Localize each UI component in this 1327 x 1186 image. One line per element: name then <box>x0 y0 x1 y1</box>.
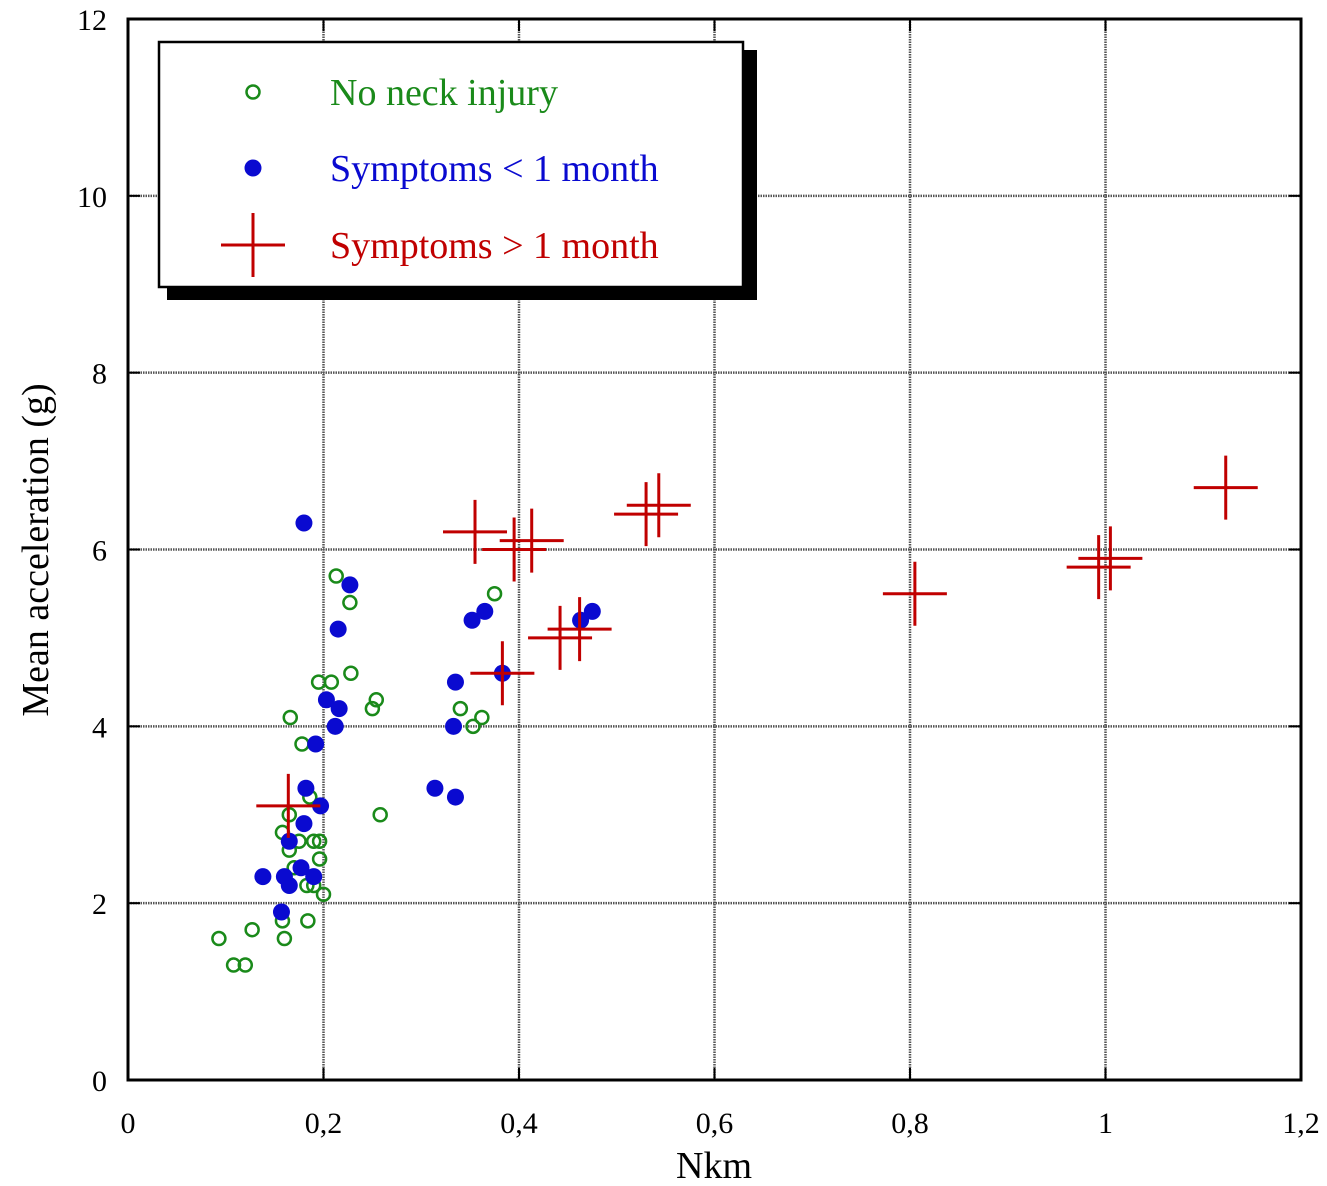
y-axis-title: Mean acceleration (g) <box>15 383 57 716</box>
data-point <box>486 585 503 602</box>
y-tick-label: 6 <box>92 535 107 568</box>
data-point <box>311 833 328 850</box>
data-point <box>328 568 344 584</box>
x-tick-label: 0,8 <box>891 1107 929 1140</box>
y-tick-label: 10 <box>77 181 107 214</box>
data-point <box>465 718 481 735</box>
data-point <box>256 773 321 838</box>
data-point <box>300 913 316 929</box>
legend-marker <box>245 84 261 100</box>
data-point <box>583 602 601 620</box>
data-point <box>244 921 260 938</box>
data-point <box>482 517 547 582</box>
data-point <box>323 674 340 690</box>
data-point <box>364 700 381 717</box>
legend-label: Symptoms > 1 month <box>330 225 659 267</box>
x-tick-label: 0,4 <box>500 1107 538 1140</box>
data-point <box>305 833 322 850</box>
data-point <box>882 561 947 626</box>
data-point <box>330 700 348 718</box>
y-tick-label: 12 <box>77 4 107 37</box>
legend-marker <box>244 159 262 177</box>
legend-items: No neck injury Symptoms < 1 month Symptoms… <box>221 72 659 277</box>
data-points <box>211 455 1258 973</box>
data-point <box>295 815 313 833</box>
data-point <box>326 717 344 735</box>
x-axis-title: Nkm <box>676 1145 752 1186</box>
data-point <box>292 859 310 877</box>
data-point <box>272 903 290 921</box>
legend: No neck injury Symptoms < 1 month Symptoms… <box>157 40 757 300</box>
data-point <box>1193 455 1258 520</box>
data-point <box>452 700 469 717</box>
data-point <box>307 735 325 753</box>
x-tick-label: 0,6 <box>696 1107 734 1140</box>
data-point <box>426 779 444 797</box>
data-point <box>470 641 535 706</box>
data-point <box>614 482 679 547</box>
y-tick-label: 8 <box>92 358 107 391</box>
y-tick-label: 0 <box>92 1065 107 1098</box>
data-point <box>211 930 227 947</box>
data-point <box>626 473 691 538</box>
data-point <box>329 620 347 638</box>
axis-ticks: 0 0,2 0,4 0,6 0,8 1 1,2 0 2 4 6 8 10 12 <box>77 4 1320 1140</box>
data-point <box>280 876 298 894</box>
data-point <box>297 779 315 797</box>
x-tick-label: 0 <box>121 1107 136 1140</box>
data-point <box>280 832 298 850</box>
data-point <box>1078 526 1143 591</box>
data-point <box>276 930 293 947</box>
data-point <box>443 499 508 564</box>
data-point <box>343 665 359 682</box>
data-point <box>311 851 328 867</box>
data-point <box>225 957 242 973</box>
data-point <box>499 508 564 573</box>
legend-marker <box>221 213 285 277</box>
legend-label: Symptoms < 1 month <box>330 148 659 190</box>
x-tick-label: 1 <box>1098 1107 1113 1140</box>
data-point <box>342 594 358 611</box>
data-point <box>445 717 463 735</box>
data-point <box>1066 535 1131 600</box>
data-point <box>254 868 272 886</box>
legend-label: No neck injury <box>330 72 558 114</box>
data-point <box>315 886 332 903</box>
data-point <box>372 807 388 823</box>
data-point <box>282 709 299 726</box>
y-tick-label: 2 <box>92 888 107 921</box>
data-point <box>547 597 612 662</box>
data-point <box>446 788 464 806</box>
data-point <box>528 605 593 670</box>
data-point <box>463 611 481 629</box>
data-point <box>312 797 330 815</box>
data-point <box>237 957 254 973</box>
data-point <box>295 514 313 532</box>
data-point <box>317 691 335 709</box>
x-tick-label: 0,2 <box>305 1107 343 1140</box>
data-point <box>474 709 490 726</box>
x-tick-label: 1,2 <box>1282 1107 1320 1140</box>
data-point <box>446 673 464 691</box>
data-point <box>368 692 385 708</box>
data-point <box>476 602 494 620</box>
data-point <box>305 868 323 886</box>
y-tick-label: 4 <box>92 711 107 744</box>
data-point <box>341 576 359 594</box>
